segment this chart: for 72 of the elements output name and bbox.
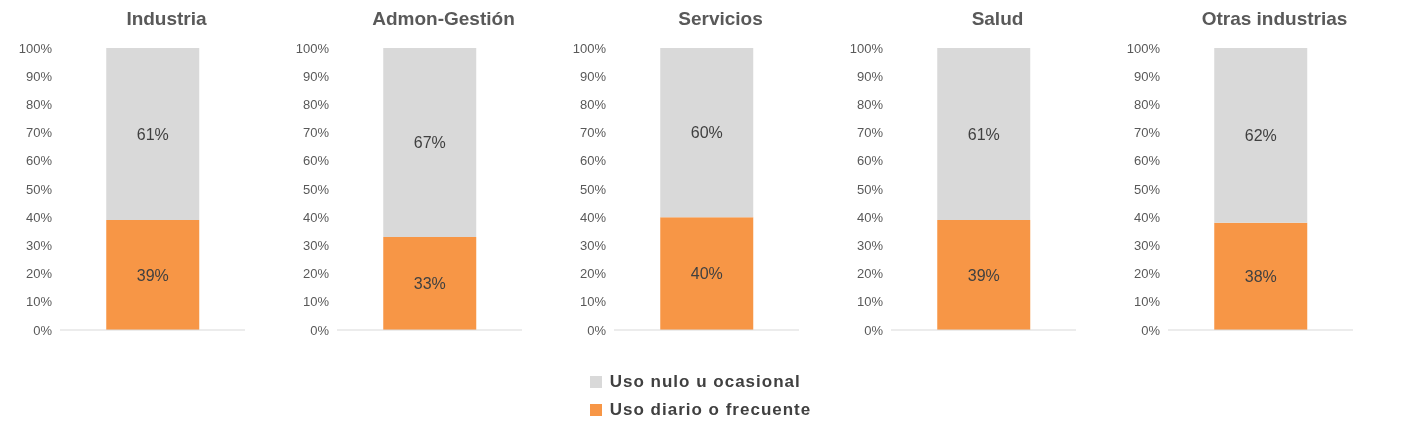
y-tick-label: 70% [1133, 125, 1161, 141]
y-tick-label: 100% [1126, 40, 1161, 56]
y-tick-label: 20% [579, 266, 607, 282]
chart-title: Admon-Gestión [372, 8, 515, 31]
y-tick-label: 50% [25, 181, 53, 197]
y-tick-label: 30% [856, 238, 884, 254]
y-tick-label: 20% [1133, 266, 1161, 282]
y-tick-label: 100% [849, 40, 884, 56]
data-label: 33% [413, 275, 446, 293]
y-tick-label: 40% [25, 209, 53, 225]
y-tick-label: 80% [25, 97, 53, 113]
y-tick-label: 90% [302, 68, 330, 84]
chart-title: Otras industrias [1201, 8, 1348, 31]
y-tick-label: 0% [310, 322, 330, 338]
data-label: 67% [413, 134, 446, 152]
chart-title: Servicios [678, 8, 763, 31]
y-tick-label: 0% [33, 322, 53, 338]
y-tick-label: 50% [579, 181, 607, 197]
y-tick-label: 60% [25, 153, 53, 169]
y-tick-label: 90% [579, 68, 607, 84]
data-label: 60% [690, 124, 723, 142]
y-tick-label: 70% [302, 125, 330, 141]
y-tick-label: 80% [579, 97, 607, 113]
y-tick-label: 70% [579, 125, 607, 141]
y-tick-label: 60% [302, 153, 330, 169]
y-tick-label: 30% [25, 238, 53, 254]
y-tick-label: 30% [579, 238, 607, 254]
y-tick-label: 0% [1141, 322, 1161, 338]
y-tick-label: 0% [864, 322, 884, 338]
y-tick-label: 50% [856, 181, 884, 197]
y-tick-label: 40% [302, 209, 330, 225]
y-tick-label: 20% [856, 266, 884, 282]
y-tick-label: 40% [856, 209, 884, 225]
y-tick-label: 60% [579, 153, 607, 169]
y-tick-label: 50% [1133, 181, 1161, 197]
y-tick-label: 80% [302, 97, 330, 113]
y-tick-label: 40% [1133, 209, 1161, 225]
data-label: 38% [1244, 268, 1277, 286]
y-tick-label: 30% [1133, 238, 1161, 254]
y-tick-label: 90% [856, 68, 884, 84]
data-label: 61% [967, 125, 1000, 143]
y-tick-label: 90% [1133, 68, 1161, 84]
y-tick-label: 0% [587, 322, 607, 338]
data-label: 39% [967, 266, 1000, 284]
y-tick-label: 90% [25, 68, 53, 84]
chart-title: Industria [126, 8, 207, 31]
y-tick-label: 100% [295, 40, 330, 56]
data-label: 62% [1244, 127, 1277, 145]
y-tick-label: 60% [856, 153, 884, 169]
y-tick-label: 70% [856, 125, 884, 141]
y-tick-label: 100% [18, 40, 53, 56]
y-tick-label: 50% [302, 181, 330, 197]
y-tick-label: 80% [856, 97, 884, 113]
y-tick-label: 10% [579, 294, 607, 310]
legend-label: Uso nulo u ocasional [609, 372, 801, 392]
y-tick-label: 10% [25, 294, 53, 310]
y-tick-label: 80% [1133, 97, 1161, 113]
data-label: 40% [690, 265, 723, 283]
y-tick-label: 20% [25, 266, 53, 282]
legend-label: Uso diario o frecuente [609, 400, 812, 420]
y-tick-label: 10% [1133, 294, 1161, 310]
y-tick-label: 20% [302, 266, 330, 282]
chart-title: Salud [971, 8, 1024, 31]
y-tick-label: 70% [25, 125, 53, 141]
y-tick-label: 10% [856, 294, 884, 310]
data-label: 39% [136, 266, 169, 284]
data-label: 61% [136, 125, 169, 143]
y-tick-label: 100% [572, 40, 607, 56]
y-tick-label: 30% [302, 238, 330, 254]
y-tick-label: 40% [579, 209, 607, 225]
y-tick-label: 60% [1133, 153, 1161, 169]
y-tick-label: 10% [302, 294, 330, 310]
